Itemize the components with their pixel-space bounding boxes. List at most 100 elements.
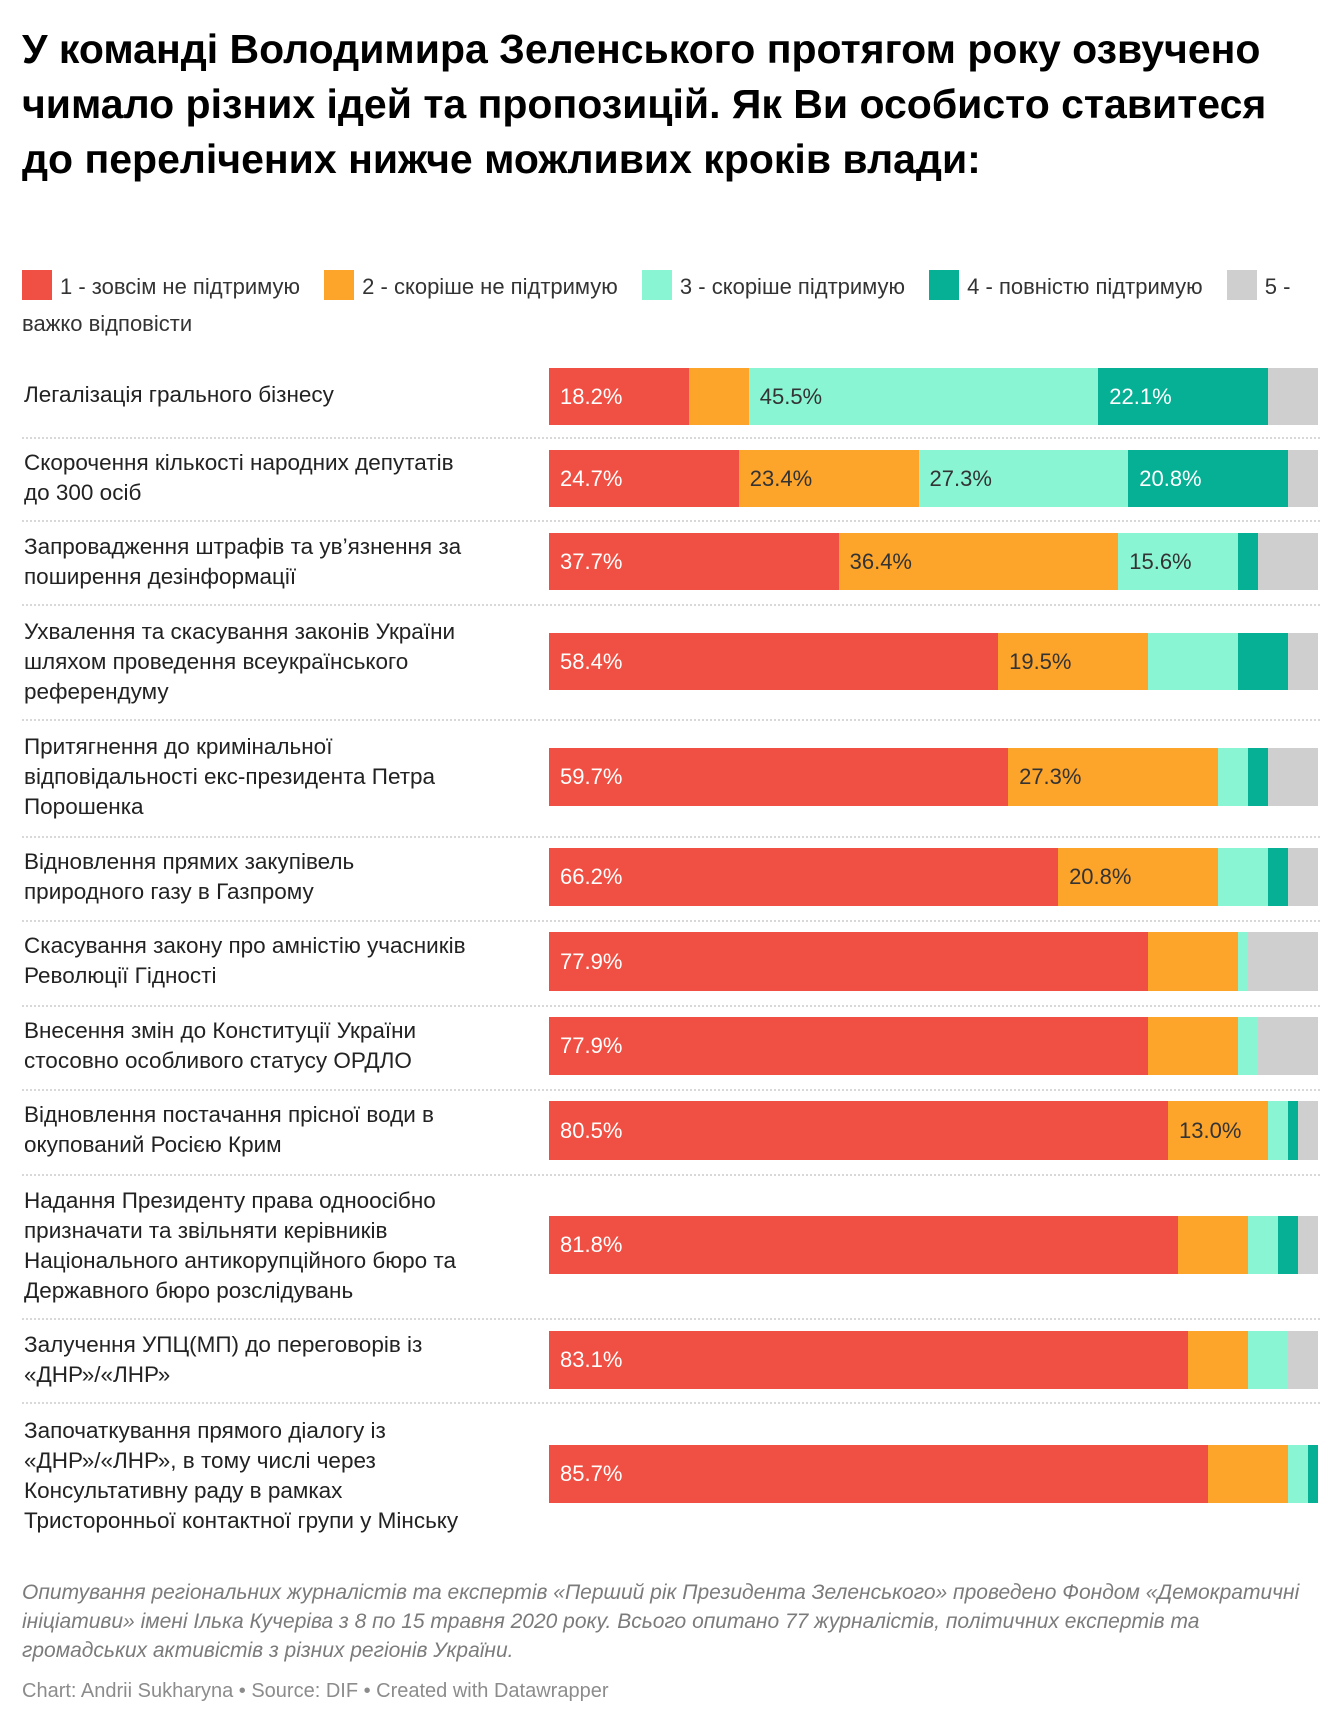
chart-byline: Chart: Andrii Sukharyna • Source: DIF • … <box>22 1680 609 1702</box>
bar-segment-1: 81.8% <box>549 1216 1179 1274</box>
row-label-line: Залучення УПЦ(МП) до переговорів із <box>24 1332 423 1357</box>
bar-segment-5 <box>1297 1101 1318 1160</box>
value-label: 18.2% <box>560 383 623 409</box>
value-label: 77.9% <box>560 1033 623 1058</box>
value-label: 27.3% <box>1019 764 1082 789</box>
value-label: 80.5% <box>560 1117 623 1143</box>
bar-segment-3 <box>1238 1017 1258 1075</box>
legend-item-3: 3 - скоріше підтримую <box>641 270 905 300</box>
row-separator <box>22 836 1320 838</box>
stacked-bar: 85.7% <box>549 1445 1318 1503</box>
bar-segment-3 <box>1248 1331 1288 1389</box>
bar-segment-4 <box>1238 533 1259 590</box>
bar-segment-5 <box>1287 1331 1318 1389</box>
value-label: 23.4% <box>749 465 813 491</box>
row-label-line: шляхом проведення всеукраїнського <box>24 649 409 674</box>
stacked-bar: 83.1% <box>549 1331 1318 1389</box>
bar-segment-5 <box>1297 1216 1318 1274</box>
row-label-line: стосовно особливого статусу ОРДЛО <box>24 1048 412 1073</box>
bar-segment-4: 22.1% <box>1098 368 1269 425</box>
bar-segment-4 <box>1277 1216 1298 1274</box>
row-label: Запровадження штрафів та ув’язнення за по… <box>24 532 544 592</box>
bar-segment-2: 23.4% <box>738 450 919 507</box>
bar-segment-4 <box>1238 633 1288 690</box>
chart-title: У команді Володимира Зеленського протяго… <box>22 26 1267 182</box>
value-label: 83.1% <box>560 1347 623 1372</box>
bar-segment-1: 66.2% <box>549 848 1059 906</box>
bar-segment-5 <box>1268 368 1318 425</box>
value-label: 77.9% <box>560 948 623 974</box>
row-label-line: «ДНР»/«ЛНР», в тому числі через <box>24 1448 376 1473</box>
row-label-line: Легалізація грального бізнесу <box>24 382 334 407</box>
value-label: 24.7% <box>560 465 623 491</box>
row-label: Легалізація грального бізнесу <box>24 380 544 410</box>
row-label: Скорочення кількості народних депутатів д… <box>24 448 544 508</box>
stacked-bar: 80.5% 13.0% <box>549 1101 1318 1160</box>
bar-segment-1: 80.5% <box>549 1101 1169 1160</box>
bar-segment-4 <box>1287 1101 1298 1160</box>
stacked-bar: 77.9% <box>549 1017 1318 1075</box>
row-label-line: Державного бюро розслідувань <box>24 1278 354 1303</box>
bar-segment-4 <box>1307 1445 1318 1503</box>
row-label-line: Відновлення постачання прісної води в <box>24 1102 434 1127</box>
bar-segment-3 <box>1268 1101 1288 1160</box>
bar-segment-3: 27.3% <box>918 450 1129 507</box>
stacked-bar: 66.2% 20.8% <box>549 848 1318 906</box>
row-label-line: Революції Гідності <box>24 963 217 988</box>
value-label: 66.2% <box>560 864 623 889</box>
bar-segment-1: 24.7% <box>549 450 739 507</box>
bar-segment-3 <box>1218 748 1248 806</box>
bar-segment-2: 19.5% <box>998 633 1149 690</box>
row-separator <box>22 437 1320 439</box>
value-label: 58.4% <box>560 648 623 674</box>
row-label: Надання Президенту права одноосібно призн… <box>24 1186 544 1306</box>
row-label: Скасування закону про амністію учасників… <box>24 931 544 991</box>
row-label-line: призначати та звільняти керівників <box>24 1218 388 1243</box>
row-label: Внесення змін до Конституції України стос… <box>24 1016 544 1076</box>
bar-segment-5 <box>1258 533 1318 590</box>
legend-swatch-2 <box>324 270 355 300</box>
row-separator <box>22 520 1320 522</box>
row-separator <box>22 1318 1320 1320</box>
bar-segment-4: 20.8% <box>1128 450 1289 507</box>
bar-segment-4 <box>1267 848 1288 906</box>
bar-segment-1: 85.7% <box>549 1445 1209 1503</box>
row-label-line: Відновлення прямих закупівель <box>24 849 355 874</box>
stacked-bar: 59.7% 27.3% <box>549 748 1318 806</box>
value-label: 85.7% <box>560 1461 623 1486</box>
bar-segment-2 <box>1148 1017 1239 1075</box>
legend-swatch-4 <box>929 270 960 300</box>
row-label-line: Національного антикорупційного бюро та <box>24 1248 456 1273</box>
row-separator <box>22 1005 1320 1007</box>
row-label-line: Започаткування прямого діалогу із <box>24 1418 386 1443</box>
row-label: Залучення УПЦ(МП) до переговорів із «ДНР»… <box>24 1330 544 1390</box>
bar-segment-2 <box>1208 1445 1288 1503</box>
row-label-line: Консультативну раду в рамках <box>24 1478 343 1503</box>
bar-segment-2: 27.3% <box>1008 748 1218 806</box>
bar-segment-3: 45.5% <box>748 368 1099 425</box>
row-label-line: Порошенка <box>24 794 144 819</box>
bar-segment-2 <box>1188 1331 1248 1389</box>
bar-segment-2: 36.4% <box>838 533 1119 590</box>
row-label-line: Притягнення до кримінальної <box>24 734 333 759</box>
row-label: Відновлення прямих закупівель природного … <box>24 847 544 907</box>
row-label-line: «ДНР»/«ЛНР» <box>24 1362 171 1387</box>
bar-segment-2: 13.0% <box>1168 1101 1268 1160</box>
value-label: 45.5% <box>759 383 823 409</box>
stacked-bar: 77.9% <box>549 932 1318 991</box>
bar-segment-1: 18.2% <box>549 368 689 425</box>
bar-segment-3 <box>1148 633 1239 690</box>
bar-segment-1: 77.9% <box>549 1017 1149 1075</box>
row-label-line: відповідальності екс-президента Петра <box>24 764 436 789</box>
row-separator <box>22 920 1320 922</box>
bar-segment-5 <box>1267 748 1318 806</box>
legend: 1 - зовсім не підтримую 2 - скоріше не п… <box>22 268 1322 342</box>
bar-segment-5 <box>1248 932 1318 991</box>
bar-segment-2: 20.8% <box>1058 848 1218 906</box>
bar-segment-3: 15.6% <box>1118 533 1239 590</box>
row-label-line: природного газу в Газпрому <box>24 879 314 904</box>
stacked-bar: 81.8% <box>549 1216 1318 1274</box>
value-label: 19.5% <box>1009 648 1072 674</box>
bar-segment-1: 37.7% <box>549 533 839 590</box>
bar-segment-2 <box>1178 1216 1248 1274</box>
